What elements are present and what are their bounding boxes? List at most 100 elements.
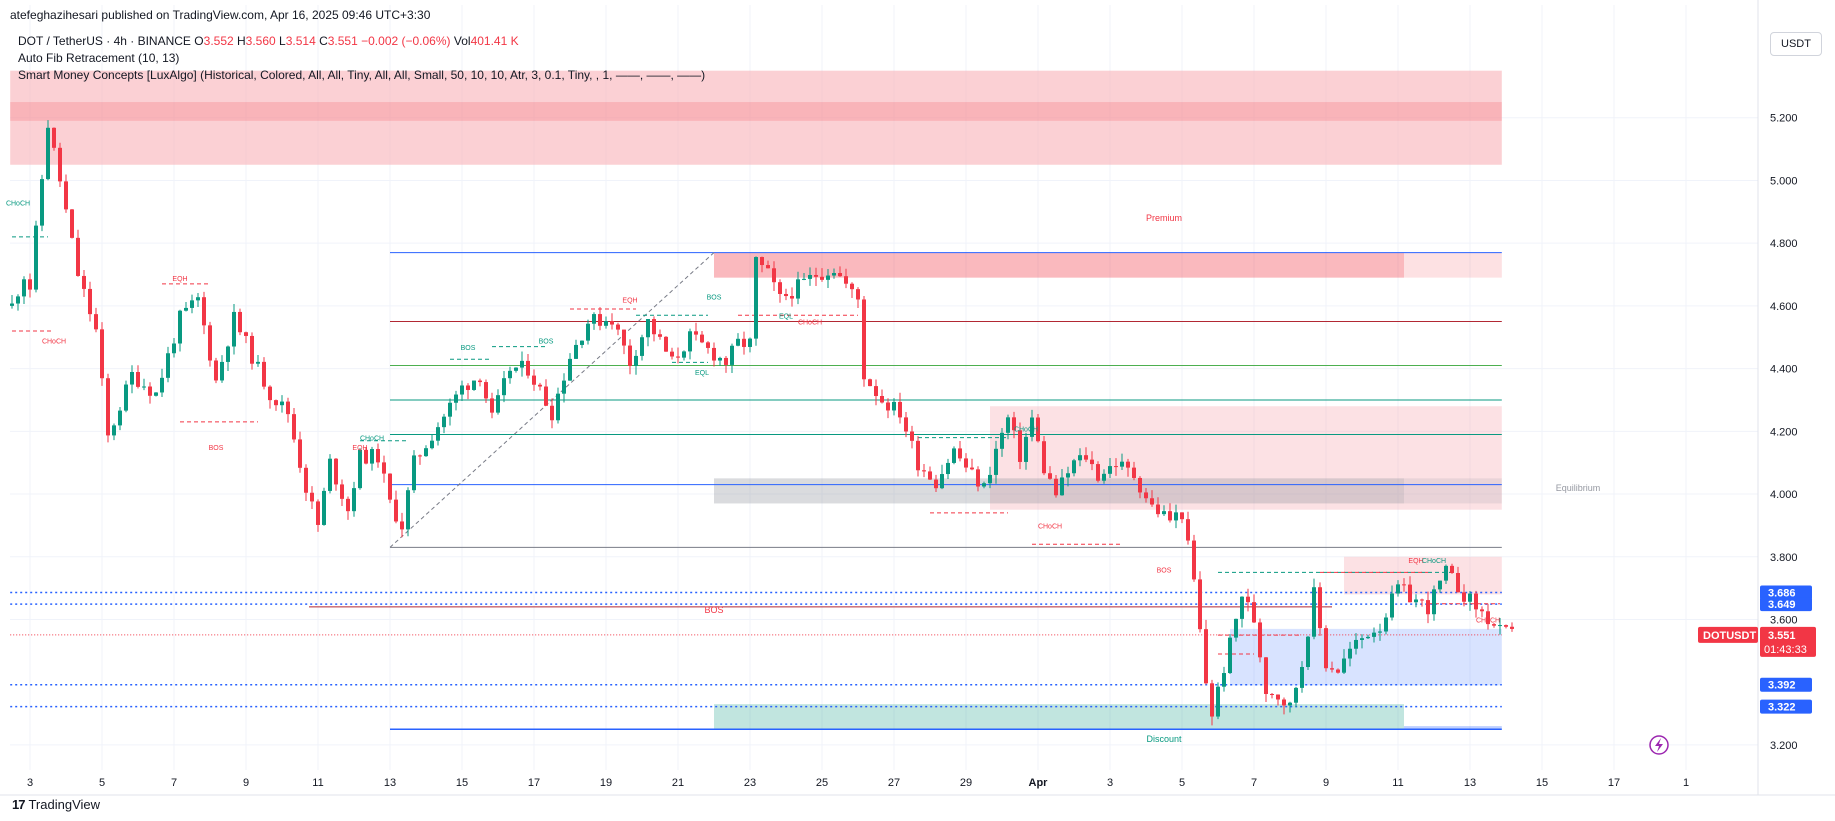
candle-body xyxy=(1360,638,1364,640)
structure-label: BOS xyxy=(539,339,554,346)
candle-body xyxy=(1246,596,1250,603)
tradingview-logo[interactable]: 17 TradingView xyxy=(12,797,100,812)
candle-body xyxy=(460,385,464,395)
candle-body xyxy=(706,342,710,348)
candle-body xyxy=(10,303,14,306)
candle-body xyxy=(1210,683,1214,717)
x-tick-label: 19 xyxy=(600,777,612,789)
x-tick-label: 17 xyxy=(528,777,540,789)
x-tick-label: 3 xyxy=(27,777,33,789)
candle-body xyxy=(1456,572,1460,593)
candle-body xyxy=(34,225,38,290)
candle-body xyxy=(526,360,530,376)
structure-label: CHoCH xyxy=(1014,426,1038,433)
candle-body xyxy=(52,127,56,148)
candle-body xyxy=(172,343,176,354)
candle-body xyxy=(478,380,482,383)
candle-body xyxy=(1450,565,1454,573)
candle-body xyxy=(1462,592,1466,602)
candle-body xyxy=(310,492,314,502)
candle-body xyxy=(82,275,86,289)
tradingview-logo-icon: 17 xyxy=(12,797,26,812)
candle-body xyxy=(1174,512,1178,521)
candle-body xyxy=(40,179,44,226)
candle-body xyxy=(1294,687,1298,703)
candle-body xyxy=(280,401,284,406)
x-tick-label: 5 xyxy=(1179,777,1185,789)
indicator-smc[interactable]: Smart Money Concepts [LuxAlgo] (Historic… xyxy=(18,68,706,82)
candle-body xyxy=(748,338,752,347)
candle-body xyxy=(1186,519,1190,541)
structure-label: EQH xyxy=(172,276,187,283)
candle-body xyxy=(1090,459,1094,465)
price-badge xyxy=(1760,597,1812,612)
candle-body xyxy=(100,329,104,379)
indicator-fib[interactable]: Auto Fib Retracement (10, 13) xyxy=(18,51,180,65)
candle-body xyxy=(880,396,884,403)
candle-body xyxy=(1054,478,1058,496)
candle-body xyxy=(118,410,122,426)
candle-body xyxy=(382,462,386,474)
candle-body xyxy=(1498,625,1502,627)
candle-body xyxy=(742,338,746,347)
volume-value: 401.41 K xyxy=(470,34,519,48)
candle-body xyxy=(1282,699,1286,706)
candle-body xyxy=(1474,593,1478,610)
structure-label: CHoCH xyxy=(1422,558,1446,565)
candles-layer xyxy=(10,120,1514,726)
candle-body xyxy=(724,357,728,365)
structure-label: CHoCH xyxy=(1476,618,1500,625)
structure-label: CHoCH xyxy=(42,339,66,346)
candle-body xyxy=(904,417,908,432)
x-tick-label: 11 xyxy=(312,777,323,789)
candle-body xyxy=(1078,455,1082,461)
y-tick-label: 4.600 xyxy=(1770,301,1798,313)
candle-body xyxy=(220,361,224,381)
x-tick-label: 1 xyxy=(1683,777,1689,789)
structure-label: BOS xyxy=(461,345,476,352)
candle-body xyxy=(730,345,734,365)
candle-body xyxy=(130,372,134,385)
levels-layer xyxy=(10,236,1502,730)
candle-body xyxy=(76,237,80,276)
candle-body xyxy=(1222,673,1226,687)
candle-body xyxy=(580,340,584,345)
candle-body xyxy=(574,344,578,359)
supply-zone xyxy=(990,406,1502,510)
structure-label: EQL xyxy=(695,370,709,377)
candle-body xyxy=(934,479,938,489)
candle-body xyxy=(676,356,680,358)
candle-body xyxy=(364,449,368,464)
candle-body xyxy=(1060,477,1064,496)
candle-body xyxy=(1180,512,1184,520)
candle-body xyxy=(394,499,398,522)
candle-body xyxy=(1378,631,1382,633)
x-tick-label: 7 xyxy=(171,777,177,789)
currency-selector[interactable]: USDT xyxy=(1770,32,1822,56)
candle-body xyxy=(958,448,962,459)
candle-body xyxy=(598,314,602,326)
candle-body xyxy=(232,311,236,347)
candle-body xyxy=(1336,669,1340,673)
candle-body xyxy=(286,401,290,415)
candle-body xyxy=(202,297,206,326)
candle-body xyxy=(856,289,860,300)
candle-body xyxy=(244,332,248,336)
volume-label: Vol xyxy=(453,34,471,48)
candle-body xyxy=(1204,629,1208,684)
symbol-legend: DOT / TetherUS · 4h · BINANCE O3.552 H3.… xyxy=(18,34,519,48)
candle-body xyxy=(670,351,674,357)
candle-body xyxy=(796,279,800,299)
candle-body xyxy=(820,276,824,280)
x-tick-label: 17 xyxy=(1608,777,1620,789)
lightning-icon-glyph xyxy=(1655,738,1663,752)
candle-body xyxy=(1234,618,1238,638)
y-tick-label: 4.800 xyxy=(1770,238,1798,250)
candle-body xyxy=(1330,668,1334,670)
candle-body xyxy=(1342,658,1346,673)
ohlc-key: L xyxy=(275,34,286,48)
candle-body xyxy=(766,265,770,269)
candle-body xyxy=(490,398,494,413)
candle-body xyxy=(1024,436,1028,462)
